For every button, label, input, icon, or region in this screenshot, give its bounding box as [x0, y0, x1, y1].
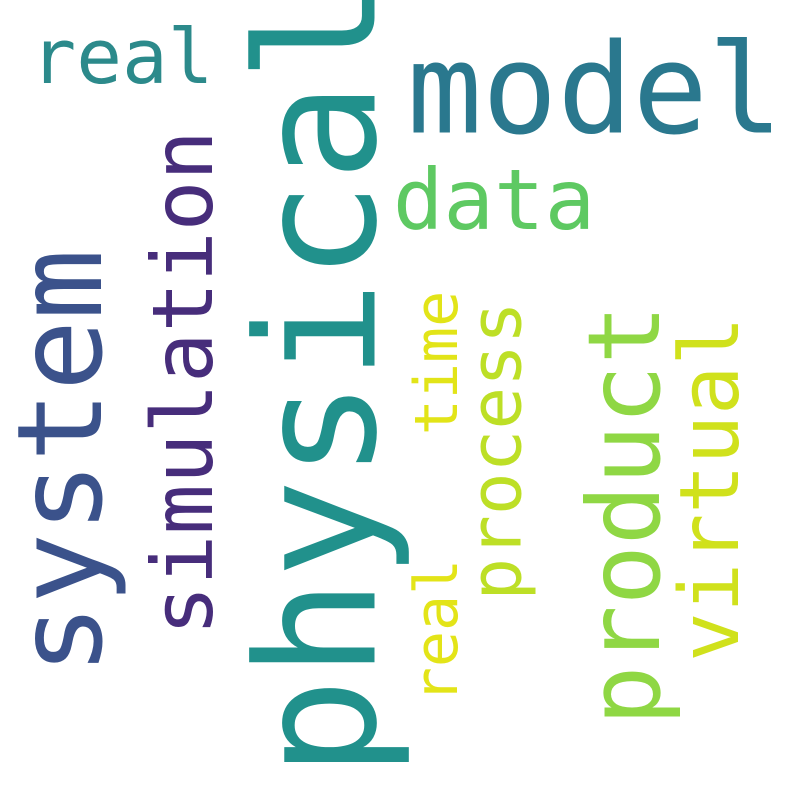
word-time: time [402, 290, 472, 436]
word-real-small: real [30, 12, 214, 101]
word-virtual: virtual [663, 316, 758, 662]
word-product: product [566, 304, 683, 726]
word-system: system [0, 248, 129, 676]
word-real: real [402, 558, 472, 704]
word-physical: physical [221, 0, 414, 778]
word-model: model [406, 17, 784, 163]
word-data: data [392, 151, 596, 249]
word-simulation: simulation [134, 130, 232, 636]
